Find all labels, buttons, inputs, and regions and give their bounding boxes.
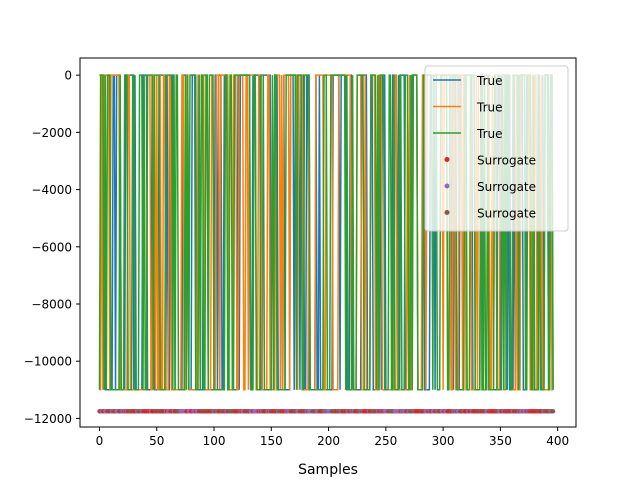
legend-marker-swatch	[444, 210, 450, 215]
x-axis: 0 50 100 150 200 250 300 350 400	[96, 427, 569, 448]
y-axis: 0 −2000 −4000 −6000 −8000 −10000 −12000	[24, 69, 80, 426]
y-tick-label: −12000	[24, 412, 72, 426]
legend-marker-swatch	[444, 183, 450, 189]
y-tick-label: 0	[64, 69, 72, 83]
x-tick-label: 50	[149, 434, 164, 448]
x-tick-label: 150	[260, 434, 283, 448]
surrogate-points	[97, 409, 556, 414]
y-tick-label: −8000	[31, 298, 72, 312]
axes-frame	[79, 57, 577, 428]
x-tick-label: 250	[374, 434, 397, 448]
legend-entry: Surrogate	[444, 180, 536, 194]
legend-entry: Surrogate	[444, 154, 536, 168]
x-tick-label: 100	[203, 434, 226, 448]
series-line-3	[98, 74, 554, 391]
y-tick-label: −6000	[31, 240, 72, 254]
surrogate-point	[550, 409, 556, 414]
legend-entry: True	[433, 101, 503, 115]
legend: True True True Surrogate Surrogate Surrogate	[424, 65, 569, 232]
axes-border	[79, 57, 577, 428]
x-tick-label: 200	[317, 434, 340, 448]
y-tick-label: −2000	[31, 126, 72, 140]
legend-entry: True	[433, 127, 503, 141]
legend-marker-swatch	[444, 157, 450, 162]
y-tick-label: −10000	[24, 355, 72, 369]
legend-label: Surrogate	[477, 207, 536, 221]
legend-entry: Surrogate	[444, 207, 536, 221]
plot-area	[97, 74, 556, 414]
legend-label: True	[476, 74, 503, 88]
x-tick-label: 350	[489, 434, 512, 448]
x-tick-label: 400	[546, 434, 569, 448]
x-tick-label: 0	[96, 434, 104, 448]
x-axis-label: Samples	[298, 462, 358, 478]
legend-entry: True	[433, 74, 503, 88]
x-tick-label: 300	[432, 434, 455, 448]
legend-label: True	[476, 127, 503, 141]
legend-label: Surrogate	[477, 154, 536, 168]
y-tick-label: −4000	[31, 183, 72, 197]
legend-label: True	[476, 101, 503, 115]
legend-label: Surrogate	[477, 180, 536, 194]
